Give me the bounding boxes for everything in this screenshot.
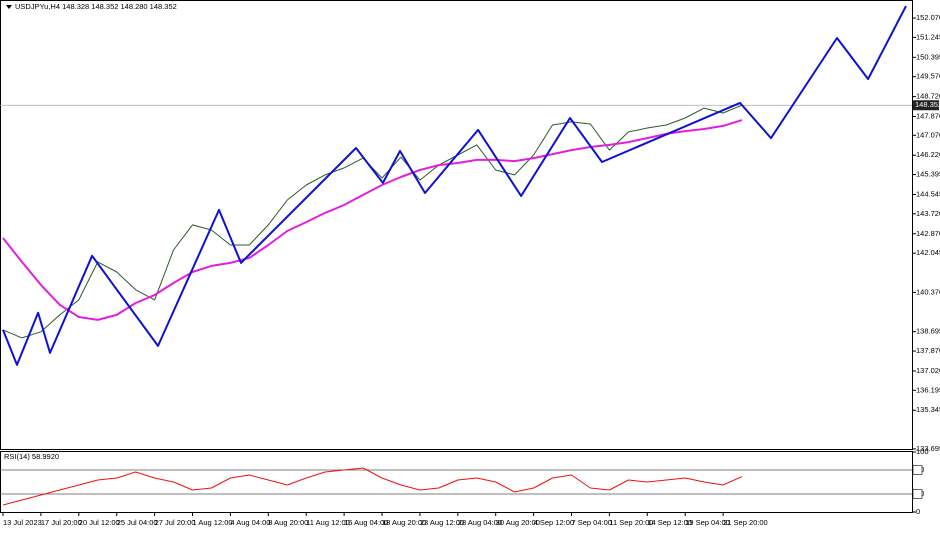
y-tick-label: 151.245 xyxy=(916,32,940,41)
x-tick-label: 20 Jul 12:00 xyxy=(79,518,120,527)
y-tick-label: 0 xyxy=(916,507,920,516)
x-tick-label: 16 Aug 04:00 xyxy=(344,518,388,527)
y-tick-label: 135.345 xyxy=(916,405,940,414)
menu-arrow[interactable] xyxy=(6,5,12,9)
y-tick-label: 145.395 xyxy=(916,170,940,179)
y-tick-label: 143.720 xyxy=(916,209,940,218)
x-tick-label: 19 Sep 04:00 xyxy=(685,518,730,527)
x-tick-label: 21 Sep 20:00 xyxy=(723,518,768,527)
y-tick-label: 149.570 xyxy=(916,72,940,81)
x-tick-label: 8 Aug 20:00 xyxy=(268,518,308,527)
x-tick-label: 18 Aug 20:00 xyxy=(382,518,426,527)
x-tick-label: 4 Sep 12:00 xyxy=(534,518,574,527)
y-tick-label: 147.870 xyxy=(916,112,940,121)
x-tick-label: 17 Jul 20:00 xyxy=(41,518,82,527)
series-line xyxy=(2,5,907,366)
y-tick-label: 140.370 xyxy=(916,287,940,296)
x-tick-label: 23 Aug 12:00 xyxy=(420,518,464,527)
x-tick-label: 4 Aug 04:00 xyxy=(230,518,270,527)
y-tick-label: 152.070 xyxy=(916,13,940,22)
x-tick-label: 1 Aug 12:00 xyxy=(193,518,233,527)
level-box xyxy=(912,465,923,475)
y-tick-label: 138.695 xyxy=(916,327,940,336)
y-tick-label: 150.395 xyxy=(916,52,940,61)
main-frame xyxy=(0,0,913,450)
level-box xyxy=(912,489,923,499)
y-tick-label: 133.695 xyxy=(916,444,940,453)
y-tick-label: 137.020 xyxy=(916,366,940,375)
y-tick-label: 148.720 xyxy=(916,92,940,101)
y-tick-label: 100 xyxy=(916,447,929,456)
last-price-box xyxy=(913,100,939,111)
rsi-title: RSI(14) 58.9920 xyxy=(4,452,59,461)
x-tick-label: 28 Aug 04:00 xyxy=(458,518,502,527)
x-tick-label: 7 Sep 04:00 xyxy=(572,518,612,527)
chart-title: USDJPYu,H4 148.328 148.352 148.280 148.3… xyxy=(15,2,177,11)
y-tick-label: 142.870 xyxy=(916,229,940,238)
x-tick-label: 25 Jul 04:00 xyxy=(117,518,158,527)
y-tick-label: 146.220 xyxy=(916,150,940,159)
rsi-frame xyxy=(0,451,913,513)
series-line xyxy=(2,119,743,321)
x-tick-label: 30 Aug 20:00 xyxy=(496,518,540,527)
x-tick-label: 11 Aug 12:00 xyxy=(306,518,350,527)
y-tick-label: 144.545 xyxy=(916,189,940,198)
x-tick-label: 13 Jul 2023 xyxy=(3,518,42,527)
x-tick-label: 14 Sep 12:00 xyxy=(647,518,692,527)
series-line xyxy=(2,467,743,506)
x-tick-label: 27 Jul 20:00 xyxy=(155,518,196,527)
last-price-label: 148.352 xyxy=(915,100,940,109)
y-tick-label: 147.070 xyxy=(916,130,940,139)
y-tick-label: 142.045 xyxy=(916,248,940,257)
x-tick-label: 11 Sep 20:00 xyxy=(609,518,653,527)
y-tick-label: 136.195 xyxy=(916,385,940,394)
y-tick-label: 137.870 xyxy=(916,346,940,355)
